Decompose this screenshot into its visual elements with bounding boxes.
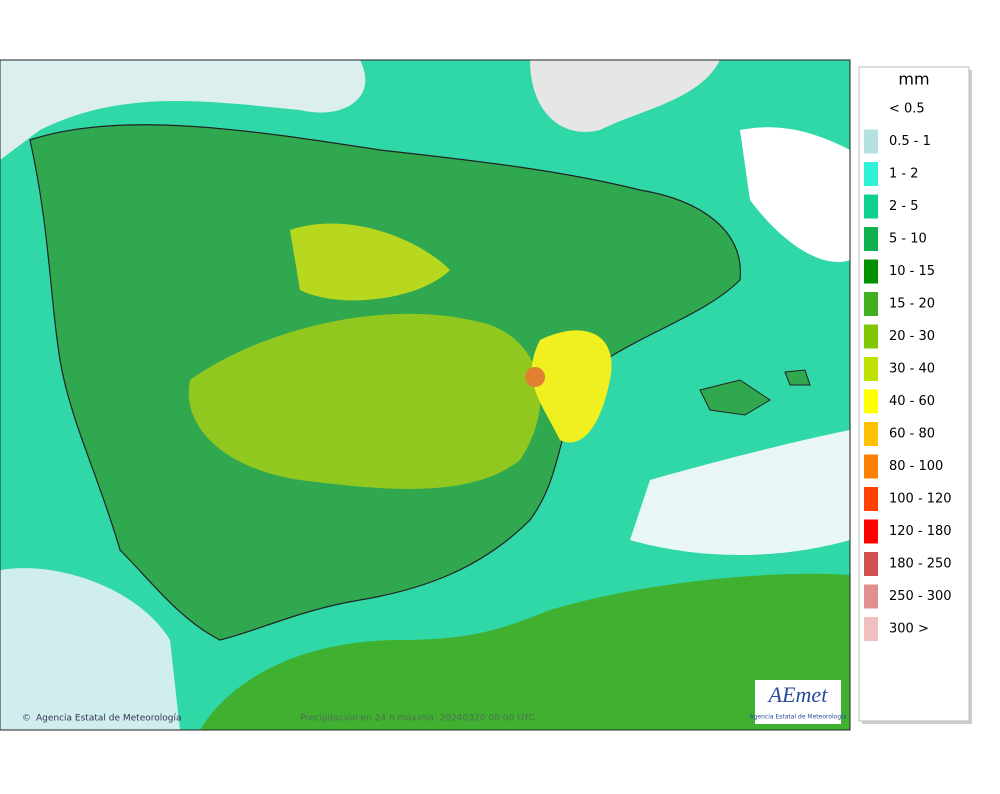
island [699,379,771,416]
map-frame [0,59,851,731]
copyright-icon: © [22,714,31,724]
legend-swatch [864,259,878,284]
legend-label: 80 - 100 [889,459,943,474]
dry-area [530,60,720,132]
legend-swatch [864,194,878,219]
rain-zone [188,313,541,489]
legend-label: 40 - 60 [889,394,935,409]
legend-label: 180 - 250 [889,557,952,572]
legend-swatch [864,389,878,414]
legend-swatch [864,454,878,479]
legend-swatch [864,584,878,609]
credit: Agencia Estatal de Meteorología [36,714,182,724]
legend-label: 20 - 30 [889,329,935,344]
legend-label: < 0.5 [889,102,925,117]
dry-area [740,127,850,262]
legend-label: 15 - 20 [889,297,935,312]
legend-label: 10 - 15 [889,264,935,279]
legend-swatch [864,519,878,544]
legend-label: 0.5 - 1 [889,134,931,149]
dry-area [0,60,366,160]
africa-rain [200,573,850,730]
logo-box [755,680,841,724]
legend-label: 30 - 40 [889,362,935,377]
legend-label: 2 - 5 [889,199,919,214]
caption: Precipitación en 24 h máxima. 20240320 0… [300,713,535,724]
legend-label: 100 - 120 [889,492,952,507]
dry-area [630,430,850,555]
rain-zone [290,223,450,301]
legend-swatch [864,357,878,381]
legend-swatch [864,422,878,446]
dry-area [0,568,180,730]
legend-title: mm [898,70,929,89]
logo-name: AEmet [767,682,829,707]
legend-label: 250 - 300 [889,589,952,604]
legend-swatch [864,129,878,154]
legend-label: 120 - 180 [889,524,952,539]
island [784,369,811,386]
legend-label: 1 - 2 [889,167,919,182]
legend-swatch [864,227,878,251]
legend-swatch [864,552,878,576]
logo-subtitle: Agencia Estatal de Meteorología [750,714,847,721]
rain-zone [531,330,612,443]
legend-swatch [864,324,878,349]
rain-max [525,367,545,387]
legend-swatch [864,292,878,316]
legend: mm < 0.5 0.5 - 1 1 - 2 2 - 5 5 - 10 10 - 15 15… [858,66,972,724]
map: © Agencia Estatal de Meteorología Precip… [0,59,851,731]
legend-swatch [864,162,878,186]
legend-swatch [864,617,878,641]
legend-swatch [864,487,878,511]
legend-label: 5 - 10 [889,232,927,247]
legend-label: 300 > [889,622,929,637]
legend-label: 60 - 80 [889,427,935,442]
